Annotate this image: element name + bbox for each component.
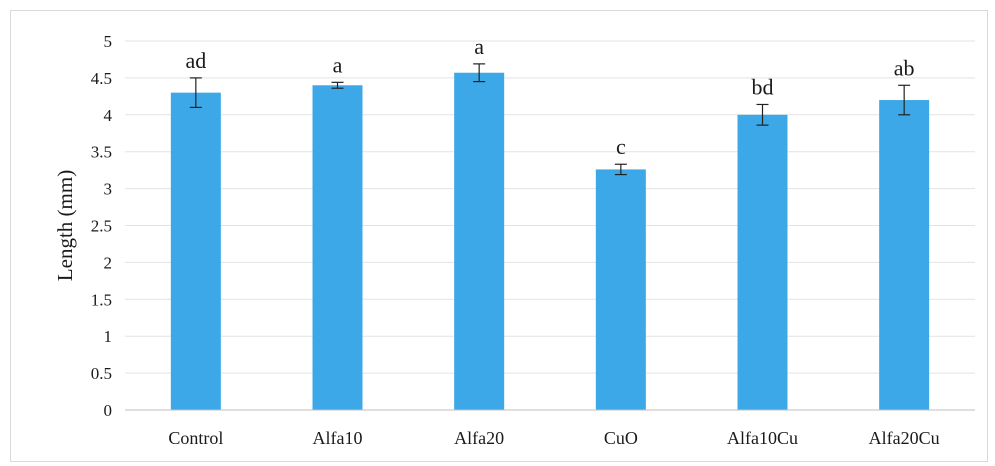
bar-cuo: [595, 169, 646, 410]
y-tick-label: 3.5: [91, 143, 112, 162]
x-tick-label: Alfa10Cu: [727, 428, 798, 448]
error-bar-alfa10cu: [756, 103, 769, 126]
y-tick-label: 1: [104, 327, 113, 346]
significance-label: bd: [752, 74, 774, 99]
y-tick-label: 3: [104, 180, 113, 199]
y-tick-label: 1.5: [91, 290, 112, 309]
significance-label: a: [474, 34, 484, 59]
x-tick-label: CuO: [604, 428, 638, 448]
significance-label: ad: [185, 48, 206, 73]
error-bar-cuo: [614, 163, 627, 176]
error-bar-alfa20: [473, 63, 486, 83]
error-bar-control: [189, 77, 202, 109]
y-axis-ticks: 0 0.5 1 1.5 2 2.5 3 3.5 4 4.5 5: [91, 32, 113, 420]
bar-alfa10cu: [737, 114, 788, 411]
y-tick-label: 4.5: [91, 69, 112, 88]
y-axis-title: Length (mm): [53, 170, 77, 281]
significance-labels: ad a a c bd ab: [185, 34, 914, 159]
y-tick-label: 5: [104, 32, 113, 51]
bar-control: [170, 92, 221, 410]
bar-alfa10: [312, 85, 363, 410]
x-tick-label: Alfa20Cu: [869, 428, 940, 448]
y-tick-label: 4: [104, 106, 113, 125]
error-bar-alfa10: [331, 81, 344, 89]
error-bars: [189, 63, 911, 176]
significance-label: c: [616, 134, 626, 159]
bar-alfa20: [454, 72, 505, 410]
significance-label: a: [333, 52, 343, 77]
y-tick-label: 2: [104, 253, 113, 272]
bar-alfa20cu: [879, 100, 930, 410]
y-tick-label: 2.5: [91, 217, 112, 236]
bars: [170, 72, 930, 411]
x-tick-label: Control: [168, 428, 223, 448]
significance-label: ab: [894, 55, 915, 80]
y-tick-label: 0.5: [91, 364, 112, 383]
x-tick-label: Alfa10: [313, 428, 363, 448]
gridlines: [125, 40, 975, 374]
x-axis-ticks: Control Alfa10 Alfa20 CuO Alfa10Cu Alfa20Cu: [168, 428, 939, 448]
x-tick-label: Alfa20: [454, 428, 504, 448]
y-tick-label: 0: [104, 401, 113, 420]
error-bar-alfa20cu: [898, 84, 911, 116]
